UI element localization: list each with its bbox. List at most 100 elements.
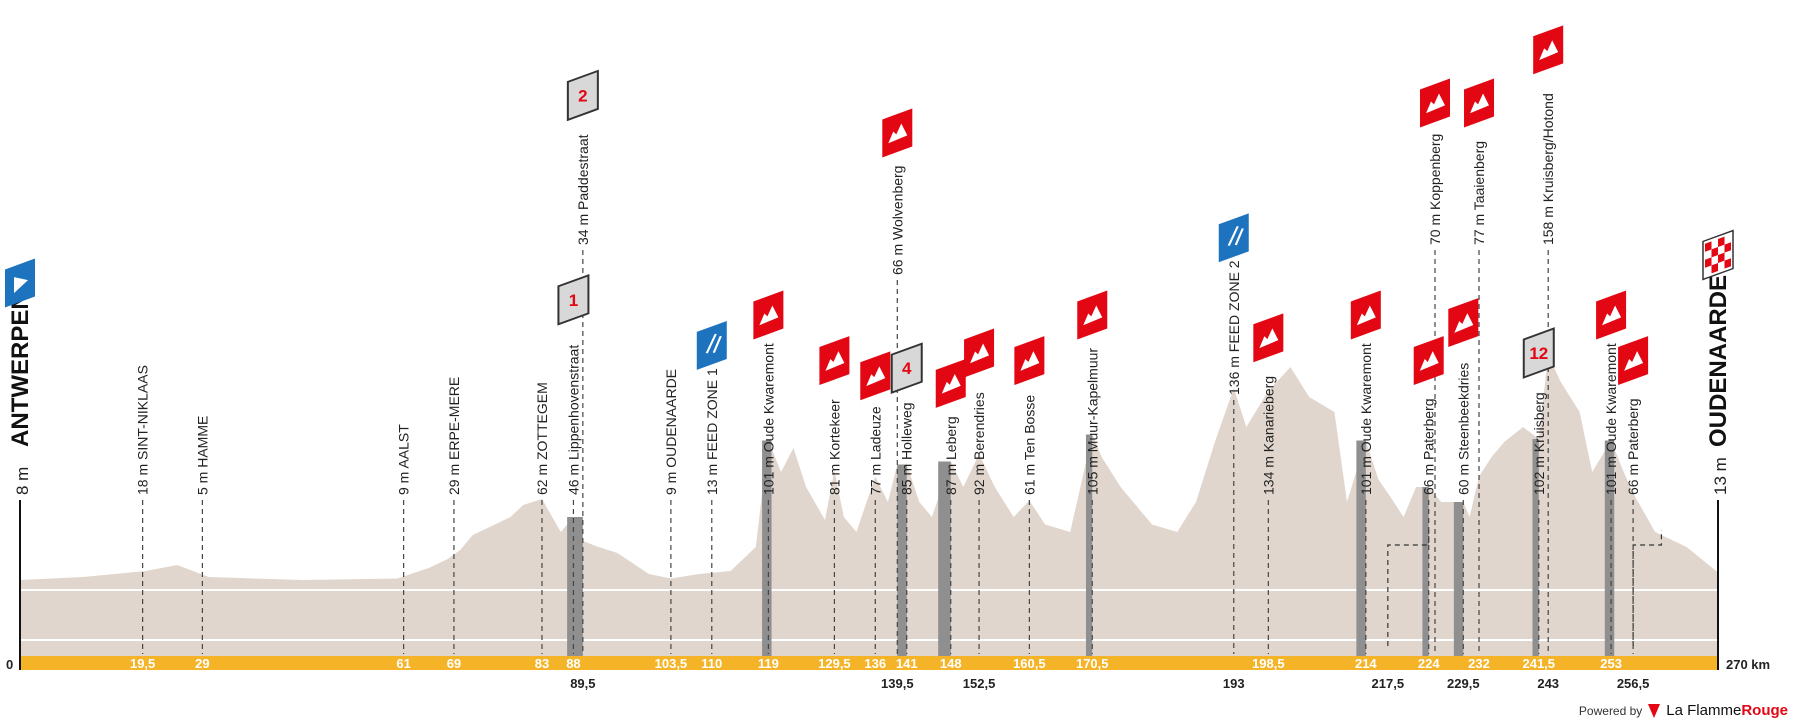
marker-label: 101 m Oude Kwaremont	[1603, 343, 1619, 495]
km-label: 224	[1418, 656, 1440, 671]
distance-band: 0 270 km	[6, 500, 1770, 672]
km-label: 141	[896, 656, 918, 671]
climb-icon-mountain	[759, 305, 779, 326]
climb-icon	[1618, 336, 1649, 386]
climb-icon	[1533, 25, 1564, 75]
marker-label: 66 m Paterberg	[1625, 399, 1641, 496]
finish-flag-icon	[1702, 229, 1734, 281]
loop-connector	[1387, 530, 1430, 646]
marker-label: 46 m Lippenhovenstraat	[565, 345, 581, 495]
marker-label: 29 m ERPE-MERE	[446, 377, 462, 495]
climb-icon	[860, 351, 891, 401]
sector-bar	[1356, 440, 1366, 656]
sector-bar	[1453, 502, 1464, 656]
sector-bar	[762, 440, 772, 656]
climb-icon-mountain	[1624, 351, 1644, 371]
marker-label: 101 m Oude Kwaremont	[1358, 343, 1374, 495]
km-label: 253	[1600, 656, 1622, 671]
sector-bar	[1422, 487, 1429, 656]
climb-icon-mountain	[888, 123, 908, 144]
finish-checker-cell	[1711, 263, 1718, 274]
brand-logo: La FlammeRouge	[1666, 702, 1788, 719]
km-label: 29	[195, 656, 209, 671]
finish-city-name: OUDENAARDE	[1705, 275, 1732, 447]
climb-icon-mountain	[1356, 305, 1376, 326]
sector-bar	[1085, 434, 1093, 656]
finish-altitude: 13 m	[1711, 457, 1730, 495]
climb-icon	[1420, 78, 1450, 128]
cobble-badge-number: 4	[902, 359, 912, 378]
cobble-badge-box	[557, 273, 590, 326]
km-label-below: 193	[1223, 676, 1245, 691]
marker-label: 77 m Taaienberg	[1471, 141, 1487, 245]
climb-icon	[935, 358, 966, 408]
climb-icon-mountain	[1426, 93, 1445, 114]
brand-footer: Powered by La FlammeRouge	[1579, 702, 1788, 719]
cobble-badge-number: 2	[578, 86, 587, 105]
marker-label: 70 m Koppenberg	[1427, 134, 1443, 245]
sector-bar	[938, 461, 951, 656]
start-play-arrow	[14, 277, 28, 294]
marker-label: 9 m OUDENAARDE	[663, 369, 679, 495]
km-label: 69	[447, 656, 461, 671]
km-label: 119	[758, 656, 779, 671]
cobble-badge-number: 1	[569, 291, 578, 310]
marker-label: 81 m Kortekeer	[826, 399, 842, 495]
climb-icon	[1077, 290, 1108, 340]
marker-label: 61 m Ten Bosse	[1021, 395, 1037, 495]
climb-icon	[753, 290, 784, 340]
climb-icon-mountain	[866, 366, 886, 387]
start-altitude: 8 m	[13, 467, 32, 495]
cobble-sector-badge: 2	[566, 69, 599, 122]
km-zero-label: 0	[6, 657, 13, 672]
marker-label: 101 m Oude Kwaremont	[760, 343, 776, 495]
marker-label: 60 m Steenbeekdries	[1455, 363, 1471, 495]
marker-label: 158 m Kruisberg/Hotond	[1540, 93, 1556, 245]
sector-segments	[567, 434, 1663, 656]
cobble-badge-box	[890, 342, 923, 395]
km-label: 129,5	[818, 656, 851, 671]
climb-icon-mountain	[941, 373, 961, 394]
sector-bar	[1532, 439, 1539, 656]
km-label-below: 217,5	[1372, 676, 1405, 691]
finish-checker-cell	[1705, 257, 1712, 268]
km-label: 214	[1355, 656, 1377, 671]
climb-icon	[1350, 290, 1381, 340]
feed-icon-fork	[705, 333, 717, 354]
climb-icon-mountain	[1083, 305, 1103, 326]
km-label: 88	[566, 656, 580, 671]
marker-label: 77 m Ladeuze	[867, 406, 883, 495]
feed-zone-icon	[696, 320, 727, 370]
marker-label: 105 m Muur-Kapelmuur	[1084, 348, 1100, 495]
marker-label: 136 m FEED ZONE 2	[1226, 260, 1242, 395]
climb-icon	[1413, 336, 1444, 386]
climb-icon-mountain	[1020, 351, 1040, 371]
feed-icon-fork	[1227, 226, 1239, 246]
marker-label: 134 m Kanarieberg	[1260, 376, 1276, 495]
km-label-below: 139,5	[881, 676, 914, 691]
km-label: 83	[535, 656, 549, 671]
marker-label: 66 m Paterberg	[1421, 399, 1437, 496]
climb-icon	[1448, 298, 1479, 348]
km-label: 61	[396, 656, 410, 671]
marker-label: 92 m Berendries	[971, 392, 987, 495]
climb-icon	[1014, 336, 1045, 386]
km-label: 241,5	[1522, 656, 1555, 671]
cobble-badge-box	[566, 69, 599, 122]
distance-band-bar	[20, 656, 1718, 670]
marker-label: 66 m Wolvenberg	[889, 166, 905, 275]
feed-icon-flag	[696, 320, 727, 370]
km-label: 170,5	[1076, 656, 1109, 671]
profile-area	[20, 355, 1718, 656]
climb-icon-mountain	[825, 351, 845, 371]
km-label: 19,5	[130, 656, 155, 671]
km-max-label: 270 km	[1726, 657, 1770, 672]
climb-icon	[1464, 78, 1495, 128]
km-label: 136	[864, 656, 886, 671]
feed-icon-knife	[712, 335, 722, 353]
cobble-sector-badge: 4	[890, 342, 923, 395]
km-label: 103,5	[655, 656, 688, 671]
cobble-badge-number: 12	[1529, 344, 1548, 363]
feed-icon-flag	[1218, 213, 1249, 263]
